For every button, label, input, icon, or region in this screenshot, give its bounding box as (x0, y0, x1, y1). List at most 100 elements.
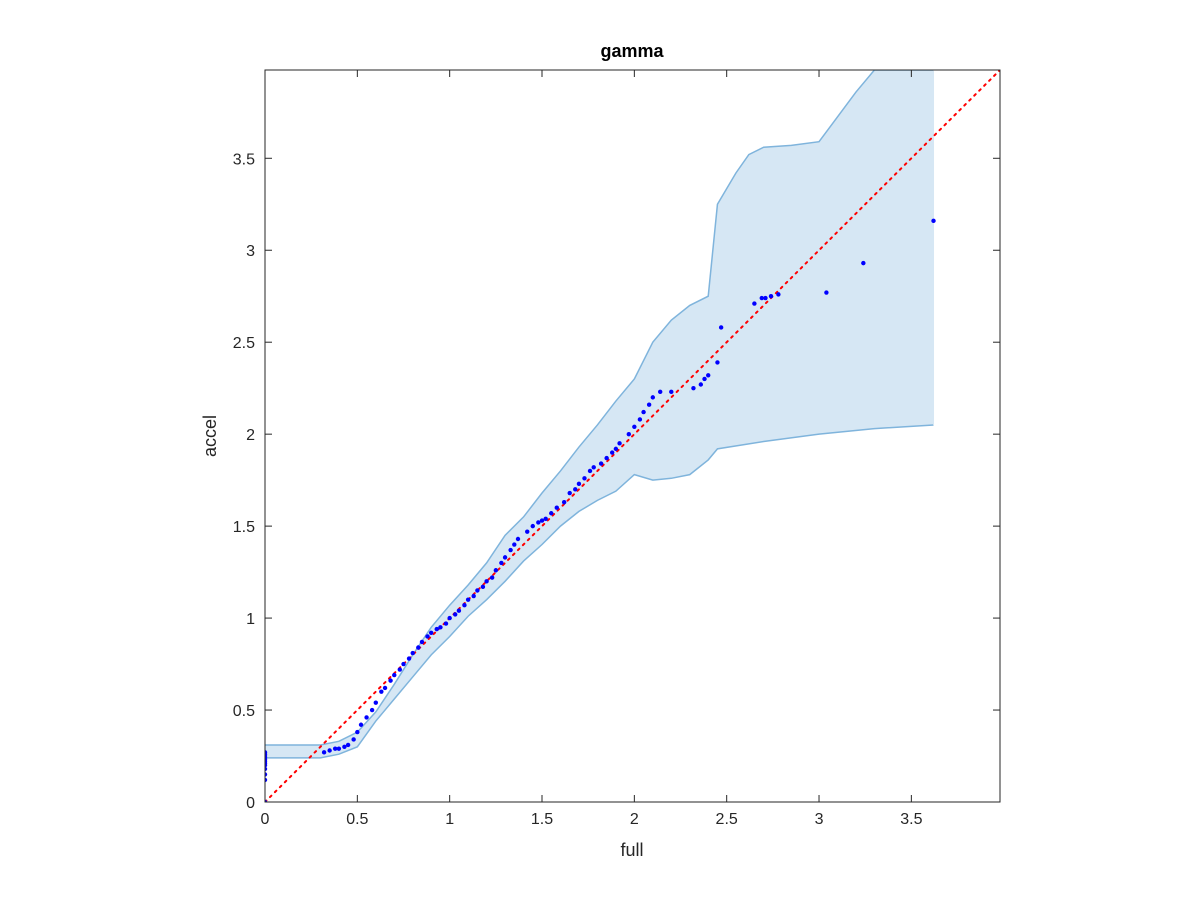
confidence-band (265, 70, 934, 758)
data-point (591, 465, 596, 470)
data-point (768, 294, 774, 299)
data-point (456, 608, 462, 613)
data-point (669, 389, 674, 395)
data-point (465, 597, 471, 602)
data-point (525, 529, 530, 534)
data-point (698, 382, 704, 387)
data-point (508, 547, 513, 553)
data-point (425, 634, 430, 639)
data-point (364, 715, 369, 720)
reference-line (265, 70, 1000, 802)
confidence-band-upper (265, 70, 934, 746)
data-point (715, 360, 720, 365)
data-point (752, 301, 757, 306)
chart-title: gamma (600, 41, 664, 61)
data-point (776, 292, 781, 297)
data-point (609, 450, 615, 455)
data-point (641, 409, 646, 415)
data-point (502, 555, 508, 560)
data-point (351, 737, 356, 742)
data-point (462, 603, 467, 608)
data-point (646, 402, 652, 407)
data-point (587, 468, 593, 474)
data-point (406, 656, 412, 661)
axes-box (264, 69, 1001, 803)
data-point (567, 490, 572, 496)
data-point (573, 487, 578, 492)
data-point (410, 650, 415, 656)
data-point (637, 417, 643, 422)
data-point (443, 621, 449, 626)
data-point (321, 750, 327, 755)
data-point (582, 476, 587, 481)
x-tick-label: 2 (630, 811, 639, 828)
data-point (332, 746, 338, 751)
data-point (706, 373, 711, 378)
data-point (512, 542, 517, 547)
y-tick-label: 2.5 (233, 335, 255, 352)
data-point (358, 722, 364, 727)
data-point (419, 639, 425, 645)
data-point (379, 689, 384, 694)
confidence-band-lower (265, 424, 934, 759)
data-point (632, 424, 637, 430)
data-point (702, 376, 707, 382)
data-point (718, 325, 724, 330)
data-point (691, 385, 696, 391)
x-tick-label: 3 (815, 811, 824, 828)
data-point (515, 536, 521, 542)
y-tick-label: 1 (246, 611, 255, 628)
data-point (265, 777, 268, 783)
data-point (824, 290, 829, 295)
data-point (345, 742, 351, 748)
data-point (484, 579, 489, 584)
data-point (416, 645, 421, 650)
y-tick-label: 2 (246, 427, 255, 444)
data-point (265, 772, 268, 777)
data-point (336, 746, 342, 751)
data-point (763, 295, 768, 301)
data-point (265, 799, 268, 802)
data-point (598, 461, 604, 466)
data-point (530, 523, 535, 529)
data-point (471, 593, 476, 599)
data-point (369, 707, 375, 713)
data-point (480, 584, 486, 590)
data-point (539, 518, 545, 523)
data-point (613, 446, 619, 452)
y-tick-label: 3.5 (233, 151, 255, 168)
data-point (658, 389, 663, 395)
y-tick-label: 3 (246, 243, 255, 260)
y-tick-label: 0.5 (233, 703, 255, 720)
data-point (561, 500, 567, 505)
data-point (543, 516, 548, 521)
plot-area (265, 70, 1000, 802)
x-tick-label: 0.5 (346, 811, 368, 828)
data-point (355, 729, 360, 735)
x-tick-label: 0 (261, 811, 270, 828)
data-point (549, 511, 554, 516)
y-tick-label: 1.5 (233, 519, 255, 536)
data-point (453, 612, 458, 617)
data-point (438, 625, 443, 630)
data-point (342, 744, 347, 750)
data-point (388, 678, 393, 683)
data-point (536, 520, 541, 525)
data-point (493, 568, 499, 573)
data-point (650, 395, 656, 400)
data-point (626, 431, 632, 437)
data-point (429, 630, 434, 635)
x-tick-label: 1.5 (531, 811, 553, 828)
data-point (759, 295, 764, 301)
data-point (327, 748, 332, 753)
data-point (554, 505, 559, 510)
data-point (447, 615, 452, 621)
data-point (861, 260, 866, 266)
data-point (617, 441, 622, 446)
data-point (434, 626, 439, 632)
data-point (373, 700, 379, 705)
data-point (392, 672, 397, 678)
data-point (382, 685, 388, 691)
x-tick-label: 1 (445, 811, 454, 828)
